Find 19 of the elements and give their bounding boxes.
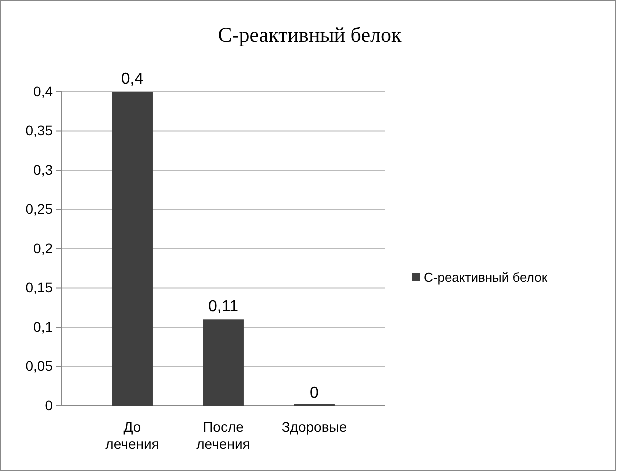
x-tick-label: Здоровые	[282, 419, 348, 435]
y-tick-label: 0,35	[26, 122, 54, 139]
y-tick-label: 0,2	[34, 240, 54, 256]
chart-title: С-реактивный белок	[218, 23, 402, 47]
x-tick-label: После лечения	[196, 419, 250, 452]
y-tick-label: 0,05	[26, 358, 54, 374]
x-tick-label: До лечения	[106, 419, 160, 452]
bar	[203, 320, 244, 406]
data-label: 0,4	[121, 71, 144, 88]
y-tick-label: 0,15	[26, 280, 54, 296]
data-label: 0	[310, 385, 320, 402]
legend-label: С-реактивный белок	[424, 270, 548, 285]
y-tick-label: 0,3	[34, 162, 54, 178]
y-tick-label: 0,1	[34, 318, 54, 335]
y-tick-label: 0,25	[26, 201, 54, 218]
y-tick-label: 0	[45, 397, 54, 414]
data-label: 0,11	[208, 298, 239, 316]
bar	[112, 92, 153, 406]
y-tick-label: 0,4	[34, 83, 54, 100]
